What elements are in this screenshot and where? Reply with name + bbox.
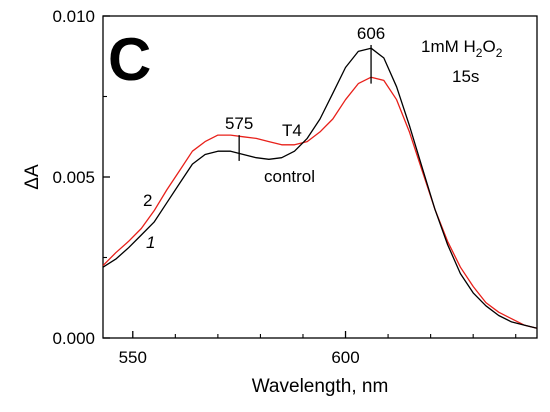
curve-number-2: 2 — [143, 191, 152, 210]
y-tick-label: 0.005 — [52, 168, 95, 187]
panel-label: C — [108, 26, 151, 93]
condition-text-b: O — [482, 37, 495, 56]
axis-ticks: 550 600 0.000 0.005 0.010 — [52, 7, 517, 367]
series-line-control — [102, 47, 538, 329]
series-line-t4 — [102, 76, 538, 329]
series-label-control: control — [264, 167, 315, 186]
curve-number-1: 1 — [146, 233, 155, 252]
series-layer — [102, 47, 538, 329]
plot-frame — [102, 15, 538, 339]
y-tick-label: 0.010 — [52, 7, 95, 26]
peak-label-575: 575 — [225, 114, 253, 133]
condition-time: 15s — [452, 67, 479, 86]
x-axis-label: Wavelength, nm — [252, 376, 389, 397]
peak-label-606: 606 — [357, 24, 385, 43]
y-axis-label: ΔA — [22, 164, 43, 190]
series-label-t4: T4 — [282, 121, 302, 140]
annotation-layer: 575 606 — [225, 24, 385, 161]
y-tick-label: 0.000 — [52, 329, 95, 348]
condition-text-a: 1mM H — [421, 37, 476, 56]
x-tick-label: 550 — [119, 348, 147, 367]
condition-label: 1mM H2O2 — [421, 37, 503, 60]
condition-sub-b: 2 — [496, 46, 503, 60]
x-tick-label: 600 — [331, 348, 359, 367]
condition-sub-a: 2 — [476, 46, 483, 60]
